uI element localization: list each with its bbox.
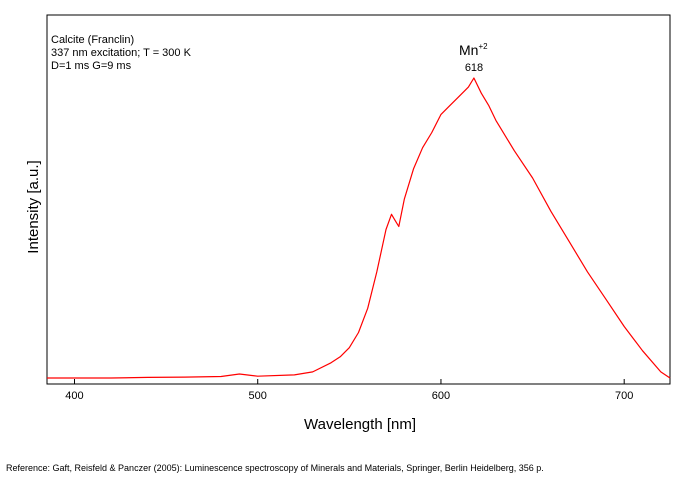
annotation-sample: Calcite (Franclin) xyxy=(51,34,134,46)
annotation-gate: D=1 ms G=9 ms xyxy=(51,60,132,72)
peak-species-label: Mn+2 xyxy=(459,42,488,58)
x-tick-label: 500 xyxy=(249,390,267,402)
peak-wavelength-label: 618 xyxy=(465,62,483,74)
plot-frame xyxy=(46,14,671,385)
x-tick-label: 700 xyxy=(615,390,633,402)
annotation-conditions: 337 nm excitation; T = 300 K xyxy=(51,47,192,59)
x-axis-title: Wavelength [nm] xyxy=(304,416,416,433)
x-tick-label: 400 xyxy=(65,390,83,402)
reference-citation: Reference: Gaft, Reisfeld & Panczer (200… xyxy=(6,463,544,473)
spectrum-series-line xyxy=(47,77,671,379)
y-axis-title: Intensity [a.u.] xyxy=(25,160,42,253)
x-axis-ticks: 400 500 600 700 xyxy=(65,379,633,402)
x-tick-label: 600 xyxy=(432,390,450,402)
